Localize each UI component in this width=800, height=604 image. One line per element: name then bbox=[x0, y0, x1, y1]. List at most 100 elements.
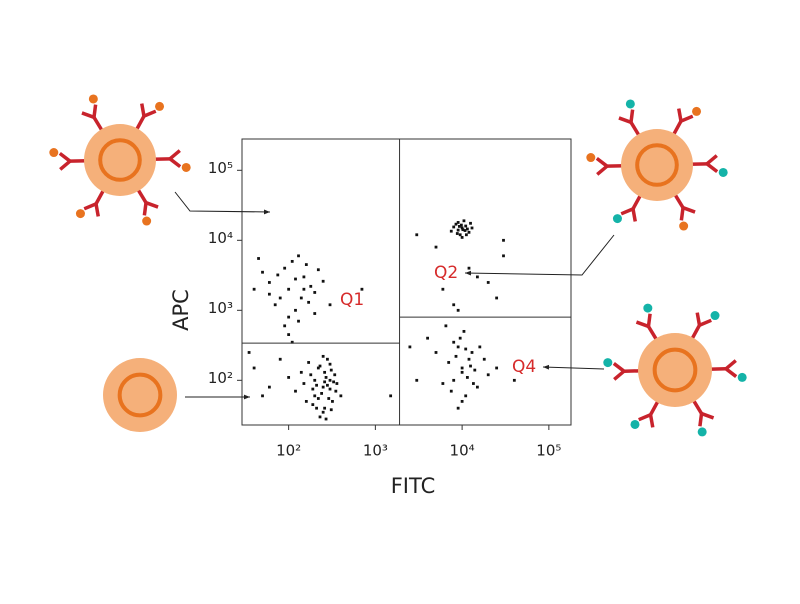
point bbox=[268, 293, 271, 296]
point bbox=[415, 379, 418, 382]
point bbox=[452, 226, 455, 229]
point bbox=[317, 397, 320, 400]
label-dot bbox=[142, 217, 151, 226]
label-dot bbox=[613, 214, 622, 223]
point bbox=[478, 346, 481, 349]
cell bbox=[103, 358, 177, 432]
point bbox=[457, 221, 460, 224]
point bbox=[297, 320, 300, 323]
antibody bbox=[144, 203, 146, 216]
point bbox=[313, 379, 316, 382]
point bbox=[502, 239, 505, 242]
point bbox=[461, 236, 464, 239]
antibody bbox=[681, 208, 683, 221]
point bbox=[274, 303, 277, 306]
point bbox=[450, 230, 453, 233]
label-dot bbox=[738, 373, 747, 382]
point bbox=[317, 268, 320, 271]
point bbox=[309, 373, 312, 376]
point bbox=[322, 386, 325, 389]
point bbox=[303, 288, 306, 291]
point bbox=[466, 376, 469, 379]
point bbox=[253, 288, 256, 291]
point bbox=[257, 257, 260, 260]
point bbox=[458, 225, 461, 228]
antibody bbox=[697, 313, 699, 326]
point bbox=[303, 382, 306, 385]
label-dot bbox=[182, 163, 191, 172]
point bbox=[305, 400, 308, 403]
point bbox=[450, 390, 453, 393]
quadrant-label: Q1 bbox=[340, 290, 364, 310]
point bbox=[331, 400, 334, 403]
point bbox=[268, 386, 271, 389]
point bbox=[461, 371, 464, 374]
point bbox=[483, 358, 486, 361]
quadrant-label: Q2 bbox=[434, 263, 458, 283]
point bbox=[319, 416, 322, 419]
point bbox=[291, 260, 294, 263]
label-dot bbox=[586, 153, 595, 162]
antibody bbox=[633, 209, 635, 222]
point bbox=[329, 303, 332, 306]
point bbox=[469, 365, 472, 368]
x-tick-label: 10⁴ bbox=[450, 442, 475, 460]
point bbox=[332, 380, 335, 383]
label-dot bbox=[603, 358, 612, 367]
point bbox=[311, 388, 314, 391]
point bbox=[464, 348, 467, 351]
point bbox=[447, 361, 450, 364]
antibody bbox=[631, 110, 633, 123]
label-dot bbox=[679, 222, 688, 231]
point bbox=[408, 346, 411, 349]
point bbox=[320, 392, 323, 395]
point bbox=[487, 373, 490, 376]
point bbox=[426, 337, 429, 340]
label-dot bbox=[698, 427, 707, 436]
point bbox=[300, 297, 303, 300]
point bbox=[495, 367, 498, 370]
point bbox=[435, 351, 438, 354]
point bbox=[465, 233, 468, 236]
x-tick-label: 10² bbox=[276, 442, 301, 460]
point bbox=[495, 297, 498, 300]
point bbox=[463, 219, 466, 222]
point bbox=[261, 271, 264, 274]
point bbox=[457, 346, 460, 349]
point bbox=[469, 222, 472, 225]
point bbox=[326, 384, 329, 387]
point bbox=[435, 246, 438, 249]
cell bbox=[638, 333, 712, 407]
point bbox=[452, 303, 455, 306]
point bbox=[319, 365, 322, 368]
point bbox=[468, 231, 471, 234]
x-tick-label: 10³ bbox=[363, 442, 388, 460]
point bbox=[334, 390, 337, 393]
label-dot bbox=[692, 107, 701, 116]
antibody bbox=[142, 104, 144, 117]
point bbox=[313, 291, 316, 294]
point bbox=[294, 278, 297, 281]
point bbox=[487, 281, 490, 284]
antibody bbox=[679, 109, 681, 122]
point bbox=[513, 379, 516, 382]
point bbox=[389, 394, 392, 397]
point bbox=[279, 297, 282, 300]
point bbox=[468, 358, 471, 361]
point bbox=[471, 227, 474, 230]
point bbox=[476, 276, 479, 279]
point bbox=[471, 351, 474, 354]
point bbox=[287, 288, 290, 291]
point bbox=[279, 358, 282, 361]
point bbox=[472, 382, 475, 385]
point bbox=[464, 394, 467, 397]
point bbox=[461, 367, 464, 370]
point bbox=[297, 254, 300, 257]
point bbox=[287, 316, 290, 319]
point bbox=[330, 408, 333, 411]
antibody bbox=[648, 314, 650, 327]
point bbox=[441, 382, 444, 385]
cell bbox=[84, 124, 156, 196]
point bbox=[327, 397, 330, 400]
